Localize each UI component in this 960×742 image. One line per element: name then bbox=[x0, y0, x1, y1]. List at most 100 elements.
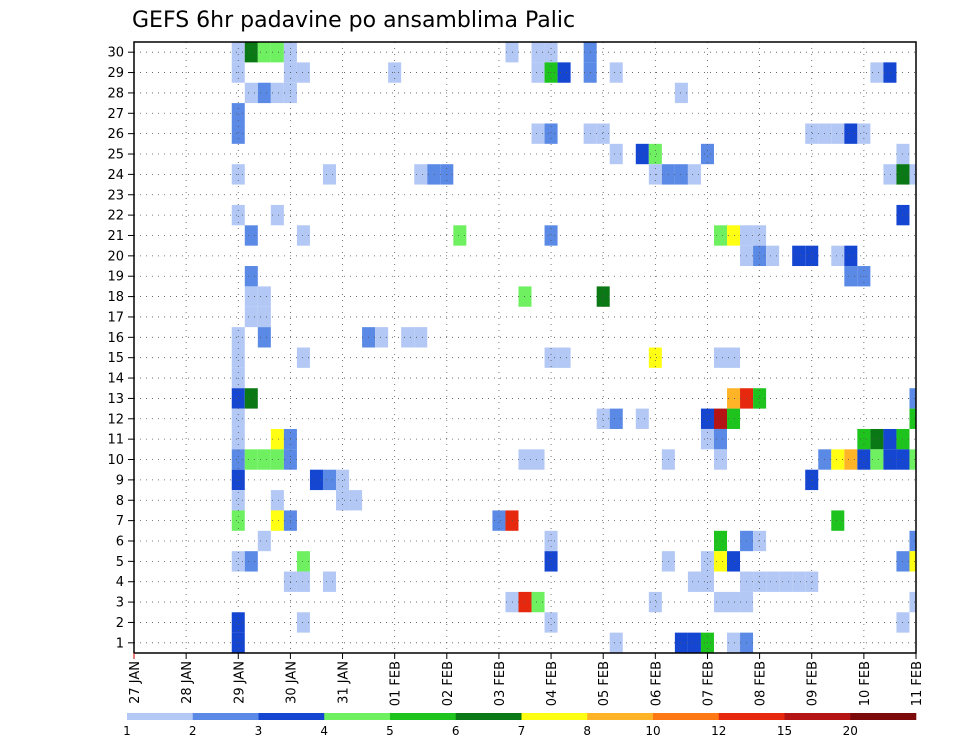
y-tick-label: 25 bbox=[107, 148, 124, 163]
heatmap-cell bbox=[544, 551, 558, 572]
legend-swatch bbox=[521, 713, 588, 720]
heatmap-cell bbox=[557, 347, 571, 368]
heatmap-cell bbox=[857, 428, 871, 450]
heatmap-cell bbox=[244, 551, 258, 572]
y-tick-label: 23 bbox=[107, 188, 124, 203]
x-tick-label: 05 FEB bbox=[597, 661, 612, 706]
heatmap-cell bbox=[244, 266, 258, 287]
heatmap-cell bbox=[531, 591, 545, 613]
heatmap-cell bbox=[700, 571, 714, 592]
x-tick-label: 10 FEB bbox=[858, 661, 873, 706]
x-tick-label: 09 FEB bbox=[806, 661, 821, 706]
heatmap-cell bbox=[257, 449, 271, 470]
heatmap-cell bbox=[674, 164, 688, 185]
heatmap-cell bbox=[296, 62, 310, 83]
heatmap-cell bbox=[713, 428, 728, 450]
heatmap-cell bbox=[231, 408, 245, 429]
y-tick-label: 21 bbox=[107, 229, 124, 244]
x-tick-label: 03 FEB bbox=[493, 661, 508, 706]
heatmap-cell bbox=[296, 551, 310, 572]
heatmap-cell bbox=[322, 469, 337, 491]
x-tick-label: 02 FEB bbox=[441, 661, 456, 706]
heatmap-cell bbox=[427, 164, 441, 185]
heatmap-cell bbox=[322, 164, 337, 185]
x-tick-label: 11 FEB bbox=[910, 661, 925, 706]
x-tick-label: 01 FEB bbox=[389, 661, 404, 706]
heatmap-cell bbox=[635, 408, 649, 429]
legend-swatch bbox=[850, 713, 917, 720]
heatmap-cell bbox=[375, 327, 389, 348]
legend-label: 4 bbox=[320, 724, 328, 738]
heatmap-cell bbox=[257, 306, 271, 328]
heatmap-cell bbox=[453, 225, 467, 246]
heatmap-cell bbox=[831, 123, 845, 144]
heatmap-cell bbox=[244, 225, 258, 246]
legend-swatch bbox=[784, 713, 851, 720]
heatmap-cell bbox=[270, 510, 284, 531]
heatmap-cell bbox=[231, 327, 245, 348]
heatmap-cell bbox=[505, 42, 519, 63]
heatmap-cell bbox=[883, 62, 897, 83]
heatmap-cell bbox=[648, 591, 662, 613]
heatmap-cell bbox=[844, 245, 858, 267]
y-tick-label: 19 bbox=[107, 270, 124, 285]
heatmap-cell bbox=[270, 449, 284, 470]
legend-label: 15 bbox=[777, 724, 792, 738]
legend-label: 2 bbox=[189, 724, 197, 738]
heatmap-cell bbox=[531, 123, 545, 144]
heatmap-cell bbox=[831, 510, 845, 531]
y-tick-label: 20 bbox=[107, 249, 124, 264]
heatmap-cell bbox=[231, 490, 245, 511]
heatmap-cell bbox=[257, 286, 271, 307]
heatmap-cell bbox=[844, 449, 858, 470]
heatmap-cells bbox=[231, 42, 916, 653]
heatmap-cell bbox=[544, 42, 558, 63]
heatmap-cell bbox=[531, 449, 545, 470]
heatmap-cell bbox=[231, 510, 245, 531]
heatmap-cell bbox=[648, 347, 662, 368]
heatmap-cell bbox=[336, 469, 350, 491]
heatmap-cell bbox=[270, 42, 284, 63]
heatmap-cell bbox=[257, 82, 271, 104]
heatmap-cell bbox=[870, 428, 884, 450]
heatmap-cell bbox=[700, 551, 714, 572]
heatmap-cell bbox=[309, 469, 323, 491]
heatmap-cell bbox=[857, 449, 871, 470]
heatmap-cell bbox=[687, 571, 701, 592]
heatmap-cell bbox=[257, 42, 271, 63]
heatmap-cell bbox=[727, 388, 741, 409]
heatmap-cell bbox=[909, 530, 916, 552]
heatmap-cell bbox=[557, 62, 571, 83]
heatmap-cell bbox=[727, 225, 741, 246]
heatmap-cell bbox=[831, 245, 845, 267]
heatmap-cell bbox=[231, 123, 245, 144]
legend-label: 10 bbox=[645, 724, 660, 738]
heatmap-cell bbox=[270, 82, 284, 104]
heatmap-cell bbox=[909, 388, 916, 409]
heatmap-cell bbox=[805, 571, 819, 592]
heatmap-cell bbox=[349, 490, 363, 511]
y-tick-label: 6 bbox=[116, 534, 124, 549]
heatmap-cell bbox=[844, 266, 858, 287]
y-tick-label: 24 bbox=[107, 168, 124, 183]
legend-swatch bbox=[127, 713, 194, 720]
y-tick-label: 28 bbox=[107, 86, 124, 101]
heatmap-cell bbox=[909, 164, 916, 185]
heatmap-cell bbox=[713, 408, 728, 429]
heatmap-cell bbox=[883, 164, 897, 185]
y-tick-label: 29 bbox=[107, 66, 124, 81]
heatmap-cell bbox=[231, 449, 245, 470]
y-tick-label: 26 bbox=[107, 127, 124, 142]
heatmap-cell bbox=[844, 123, 858, 144]
heatmap-cell bbox=[401, 327, 415, 348]
y-tick-label: 3 bbox=[116, 596, 124, 611]
gridlines bbox=[133, 42, 917, 653]
legend-swatch bbox=[653, 713, 720, 720]
legend-swatch bbox=[192, 713, 259, 720]
heatmap-cell bbox=[609, 632, 623, 653]
y-axis: 1234567891011121314151617181920212223242… bbox=[107, 46, 134, 651]
heatmap-cell bbox=[596, 286, 610, 307]
heatmap-cell bbox=[753, 388, 767, 409]
heatmap-cell bbox=[713, 225, 728, 246]
